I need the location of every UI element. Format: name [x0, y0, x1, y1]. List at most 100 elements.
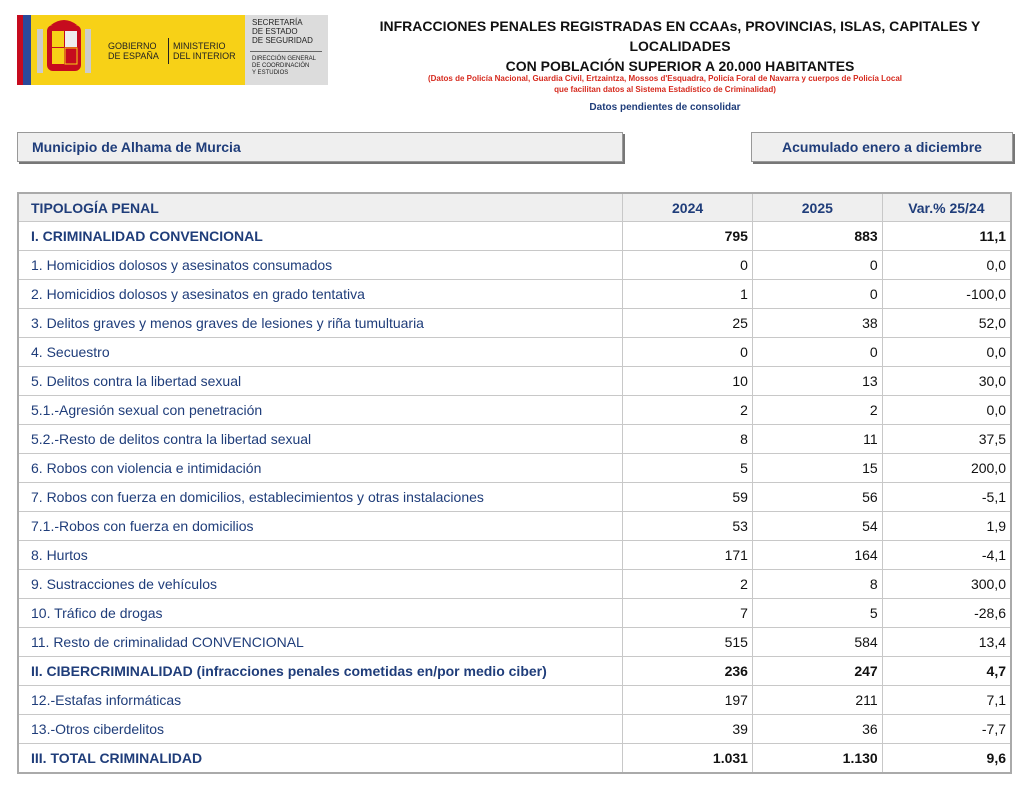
column-header: 2025	[751, 192, 883, 222]
coat-of-arms	[17, 15, 100, 85]
row-label: 6. Robos con violencia e intimidación	[17, 453, 624, 483]
value-2024: 2	[622, 395, 753, 425]
table-row: 9. Sustracciones de vehículos 2 8 300,0	[17, 569, 1012, 599]
table-row: 11. Resto de criminalidad CONVENCIONAL 51…	[17, 627, 1012, 657]
table-row: I. CRIMINALIDAD CONVENCIONAL 795 883 11,1	[17, 221, 1012, 251]
row-label: 13.-Otros ciberdelitos	[17, 714, 624, 744]
value-2024: 25	[622, 308, 753, 338]
row-label: 8. Hurtos	[17, 540, 624, 570]
column-header: TIPOLOGÍA PENAL	[17, 192, 624, 222]
logo-line: DIRECCIÓN GENERAL	[252, 56, 317, 62]
header-row: TIPOLOGÍA PENAL 2024 2025 Var.% 25/24	[17, 192, 1012, 222]
table-row: 13.-Otros ciberdelitos 39 36 -7,7	[17, 714, 1012, 744]
table-row: 3. Delitos graves y menos graves de lesi…	[17, 308, 1012, 338]
value-2025: 1.130	[751, 743, 883, 774]
row-label: 10. Tráfico de drogas	[17, 598, 624, 628]
title-line: CON POBLACIÓN SUPERIOR A 20.000 HABITANT…	[505, 58, 855, 74]
row-label: 5.1.-Agresión sexual con penetración	[17, 395, 624, 425]
value-2025: 2	[751, 395, 883, 425]
table-row: 5.1.-Agresión sexual con penetración 2 2 0,…	[17, 395, 1012, 425]
row-label: III. TOTAL CRIMINALIDAD	[17, 743, 624, 774]
value-2025: 36	[751, 714, 883, 744]
logo-text: MINISTERIO DEL INTERIOR	[173, 41, 236, 61]
logo-line: GOBIERNO	[108, 41, 157, 51]
variation: 0,0	[881, 250, 1012, 280]
value-2025: 54	[751, 511, 883, 541]
variation: 4,7	[881, 656, 1012, 686]
logo-line: DE ESTADO	[252, 27, 298, 36]
value-2024: 515	[622, 627, 753, 657]
value-2025: 38	[751, 308, 883, 338]
logo-line: DE SEGURIDAD	[252, 36, 313, 45]
variation: 30,0	[881, 366, 1012, 396]
row-label: 1. Homicidios dolosos y asesinatos consu…	[17, 250, 624, 280]
value-2025: 0	[751, 337, 883, 367]
value-2025: 883	[751, 221, 883, 251]
variation: 200,0	[881, 453, 1012, 483]
logo-line: SECRETARÍA	[252, 18, 303, 27]
logo-text: GOBIERNO DE ESPAÑA	[108, 41, 159, 61]
value-2024: 59	[622, 482, 753, 512]
row-label: 9. Sustracciones de vehículos	[17, 569, 624, 599]
value-2025: 5	[751, 598, 883, 628]
logo-line: MINISTERIO	[173, 41, 226, 51]
row-label: 12.-Estafas informáticas	[17, 685, 624, 715]
variation: -100,0	[881, 279, 1012, 309]
value-2024: 5	[622, 453, 753, 483]
logo-divider	[250, 51, 322, 52]
table-row: III. TOTAL CRIMINALIDAD 1.031 1.130 9,6	[17, 743, 1012, 774]
value-2025: 56	[751, 482, 883, 512]
variation: 52,0	[881, 308, 1012, 338]
value-2024: 2	[622, 569, 753, 599]
value-2025: 211	[751, 685, 883, 715]
value-2024: 197	[622, 685, 753, 715]
value-2024: 53	[622, 511, 753, 541]
value-2025: 15	[751, 453, 883, 483]
variation: 0,0	[881, 395, 1012, 425]
source-line: (Datos de Policía Nacional, Guardia Civi…	[427, 74, 903, 83]
value-2025: 8	[751, 569, 883, 599]
crime-table: TIPOLOGÍA PENAL 2024 2025 Var.% 25/24 I. CRI…	[17, 192, 1012, 774]
value-2025: 0	[751, 250, 883, 280]
table-row: 1. Homicidios dolosos y asesinatos consu…	[17, 250, 1012, 280]
title: INFRACCIONES PENALES REGISTRADAS EN CCAA…	[335, 16, 1023, 76]
row-label: 7.1.-Robos con fuerza en domicilios	[17, 511, 624, 541]
source-line: que facilitan datos al Sistema Estadísti…	[554, 85, 776, 94]
logo-gobierno	[100, 15, 245, 85]
value-2024: 795	[622, 221, 753, 251]
value-2024: 236	[622, 656, 753, 686]
column-header: Var.% 25/24	[881, 192, 1012, 222]
variation: 13,4	[881, 627, 1012, 657]
variation: -7,7	[881, 714, 1012, 744]
table-row: 5.2.-Resto de delitos contra la libertad…	[17, 424, 1012, 454]
logo-line: DEL INTERIOR	[173, 51, 236, 61]
row-label: 11. Resto de criminalidad CONVENCIONAL	[17, 627, 624, 657]
row-label: I. CRIMINALIDAD CONVENCIONAL	[17, 221, 624, 251]
table-row: 5. Delitos contra la libertad sexual 10 13…	[17, 366, 1012, 396]
value-2024: 7	[622, 598, 753, 628]
table-row: 6. Robos con violencia e intimidación 5 15…	[17, 453, 1012, 483]
variation: -28,6	[881, 598, 1012, 628]
value-2024: 10	[622, 366, 753, 396]
value-2025: 0	[751, 279, 883, 309]
logo-text: SECRETARÍA DE ESTADO DE SEGURIDAD	[252, 18, 313, 45]
table-row: 2. Homicidios dolosos y asesinatos en gr…	[17, 279, 1012, 309]
variation: -4,1	[881, 540, 1012, 570]
value-2024: 1.031	[622, 743, 753, 774]
note: Datos pendientes de consolidar	[589, 102, 741, 113]
column-header: 2024	[622, 192, 753, 222]
logo-secretaria	[245, 15, 328, 85]
variation: 1,9	[881, 511, 1012, 541]
logo-line: Y ESTUDIOS	[252, 70, 289, 76]
value-2024: 0	[622, 337, 753, 367]
value-2024: 0	[622, 250, 753, 280]
table-row: 7. Robos con fuerza en domicilios, estab…	[17, 482, 1012, 512]
variation: 11,1	[881, 221, 1012, 251]
variation: 300,0	[881, 569, 1012, 599]
period-box: Acumulado enero a diciembre	[751, 132, 1013, 162]
value-2025: 13	[751, 366, 883, 396]
value-2024: 8	[622, 424, 753, 454]
row-label: 7. Robos con fuerza en domicilios, estab…	[17, 482, 624, 512]
value-2024: 39	[622, 714, 753, 744]
